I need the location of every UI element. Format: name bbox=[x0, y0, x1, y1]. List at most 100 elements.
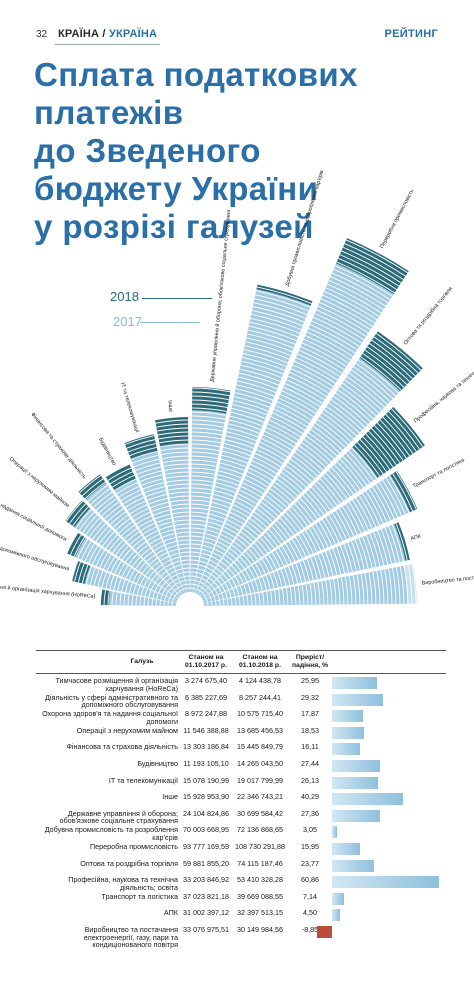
value-2017: 3 274 675,40 bbox=[185, 676, 227, 685]
sector-ring-line bbox=[238, 534, 251, 545]
sector-ring-line bbox=[346, 376, 385, 408]
table-row: АПК 31 002 397,12 32 397 513,15 4,50 bbox=[36, 908, 446, 925]
sector-ring-line bbox=[358, 495, 377, 527]
sector-ring-line bbox=[199, 590, 203, 594]
sector-ring-line bbox=[181, 584, 186, 587]
sector-ring-line bbox=[214, 490, 235, 497]
value-2018: 22 346 743,21 bbox=[237, 792, 283, 802]
sector-ring-line bbox=[358, 537, 369, 569]
sector-ring-line bbox=[168, 587, 172, 592]
sector-ring-line bbox=[196, 576, 202, 579]
sector-ring-line bbox=[123, 528, 138, 540]
sector-ring-line bbox=[233, 396, 270, 408]
sector-ring-line bbox=[218, 537, 231, 545]
sector-ring-line bbox=[224, 582, 230, 590]
sector-ring-line bbox=[345, 504, 362, 534]
sector-ring-line bbox=[148, 570, 155, 579]
sector-ring-line bbox=[175, 581, 180, 585]
sector-ring-line bbox=[292, 364, 334, 388]
sector-ring-line bbox=[407, 564, 413, 604]
sector-ring-line bbox=[278, 589, 281, 606]
sector-ring-line bbox=[128, 582, 133, 594]
sector-ring-line bbox=[228, 419, 262, 431]
sector-ring-line bbox=[282, 514, 298, 533]
sector-ring-line bbox=[313, 555, 322, 579]
sector-ring-line bbox=[275, 549, 285, 567]
sector-ring-line bbox=[365, 433, 394, 468]
sector-ring-line bbox=[105, 534, 118, 549]
sector-ring-line bbox=[319, 415, 352, 442]
sector-ring-line bbox=[287, 566, 295, 585]
sector-ring-line bbox=[263, 498, 282, 514]
sector-ring-line bbox=[311, 320, 360, 347]
sector-ring-line bbox=[192, 395, 229, 401]
sector-ring-line bbox=[291, 539, 303, 559]
sector-ring-line bbox=[116, 482, 138, 495]
sector-ring-line bbox=[130, 450, 158, 460]
sector-ring-line bbox=[220, 561, 229, 568]
sector-ring-line bbox=[144, 530, 159, 538]
sector-ring-line bbox=[351, 447, 377, 479]
sector-label: Тимчасове розміщення й організація харчу… bbox=[55, 676, 178, 693]
sector-ring-line bbox=[303, 438, 332, 462]
sector-ring-line bbox=[191, 415, 226, 420]
title-line: бюджету України bbox=[34, 170, 319, 207]
sector-ring-line bbox=[297, 585, 301, 605]
sector-ring-line bbox=[217, 594, 220, 600]
sector-ring-line bbox=[306, 331, 354, 357]
sector-ring-line bbox=[331, 512, 347, 540]
change-bar bbox=[332, 743, 361, 756]
sector-ring-line bbox=[172, 560, 181, 564]
change-value: 18,53 bbox=[301, 725, 319, 735]
sector-ring-line bbox=[132, 571, 139, 582]
sector-ring-line bbox=[85, 517, 101, 536]
sector-ring-line bbox=[202, 587, 206, 591]
sector-ring-line bbox=[273, 572, 279, 588]
sector-ring-line bbox=[283, 386, 321, 408]
sector-ring-line bbox=[117, 578, 122, 591]
sector-ring-line bbox=[160, 570, 167, 577]
sector-ring-line bbox=[291, 368, 332, 391]
sector-ring-line bbox=[155, 419, 189, 424]
sector-ring-line bbox=[191, 431, 223, 436]
sector-ring-line bbox=[356, 441, 384, 475]
sector-ring-line bbox=[111, 591, 114, 606]
sector-ring-line bbox=[345, 453, 371, 484]
sector-ring-line bbox=[317, 554, 326, 578]
sector-ring-line bbox=[340, 577, 345, 605]
sector-ring-line bbox=[150, 582, 156, 590]
sector-ring-line bbox=[123, 593, 126, 606]
table-row: Професійна, наукова та технічна діяльніс… bbox=[36, 875, 446, 892]
sector-ring-line bbox=[272, 485, 293, 503]
sector-ring-line bbox=[362, 493, 380, 526]
sector-ring-line bbox=[139, 596, 142, 606]
value-2018: 30 699 584,42 bbox=[237, 808, 283, 818]
sector-ring-line bbox=[199, 560, 208, 564]
sector-ring-line bbox=[242, 553, 252, 565]
sector-ring-line bbox=[380, 528, 393, 564]
value-2018: 53 410 328,28 bbox=[237, 875, 283, 885]
sector-ring-line bbox=[254, 298, 308, 316]
sector-ring-line bbox=[245, 474, 268, 488]
sector-ring-line bbox=[325, 287, 380, 317]
value-2018: 13 685 456,53 bbox=[237, 725, 283, 735]
sector-ring-line bbox=[310, 428, 341, 454]
sector-ring-line bbox=[220, 533, 233, 542]
sector-ring-line bbox=[299, 561, 306, 582]
sector-ring-line bbox=[222, 557, 231, 565]
legend-2018-line bbox=[142, 298, 212, 299]
sector-ring-line bbox=[158, 579, 164, 585]
sector-ring-line bbox=[108, 537, 121, 551]
value-2018: 108 730 291,88 bbox=[235, 842, 285, 851]
sector-ring-line bbox=[141, 565, 149, 574]
sector-ring-line bbox=[164, 596, 167, 601]
sector-ring-line bbox=[256, 508, 273, 523]
sector-ring-line bbox=[321, 581, 325, 605]
sector-ring-line bbox=[191, 451, 219, 456]
title-line: до Зведеного bbox=[34, 132, 261, 169]
sector-ring-line bbox=[166, 566, 174, 572]
sector-ring-line bbox=[294, 360, 336, 384]
sector-ring-line bbox=[222, 599, 225, 606]
sector-ring-line bbox=[180, 555, 190, 558]
sector-ring-line bbox=[181, 559, 190, 562]
